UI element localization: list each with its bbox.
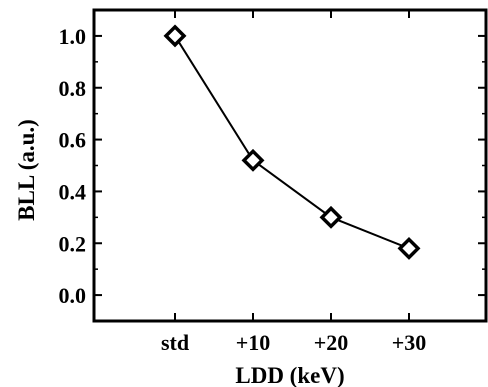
- data-point: [163, 24, 187, 48]
- x-tick-label: +10: [236, 330, 271, 355]
- x-tick-label: std: [161, 330, 189, 355]
- x-tick-label: +20: [314, 330, 349, 355]
- y-tick-label: 0.0: [59, 283, 87, 308]
- plot-border: [92, 8, 488, 323]
- x-tick-label: +30: [392, 330, 427, 355]
- y-tick-label: 0.2: [59, 231, 87, 256]
- y-tick-label: 0.6: [59, 128, 87, 153]
- y-tick-label: 0.4: [59, 179, 87, 204]
- x-axis-ticks: std +10 +20 +30: [161, 10, 426, 355]
- x-axis-label: LDD (keV): [235, 363, 344, 387]
- series-line: [174, 35, 410, 250]
- data-point: [397, 236, 421, 260]
- series-layer: [163, 24, 421, 260]
- y-tick-label: 0.8: [59, 76, 87, 101]
- y-axis-label: BLL (a.u.): [14, 119, 39, 221]
- data-point: [241, 148, 265, 172]
- y-tick-label: 1.0: [59, 24, 87, 49]
- data-point: [319, 205, 343, 229]
- y-axis-ticks: 0.0 0.2 0.4 0.6 0.8 1.0: [59, 9, 486, 322]
- plot-frame: [92, 8, 488, 323]
